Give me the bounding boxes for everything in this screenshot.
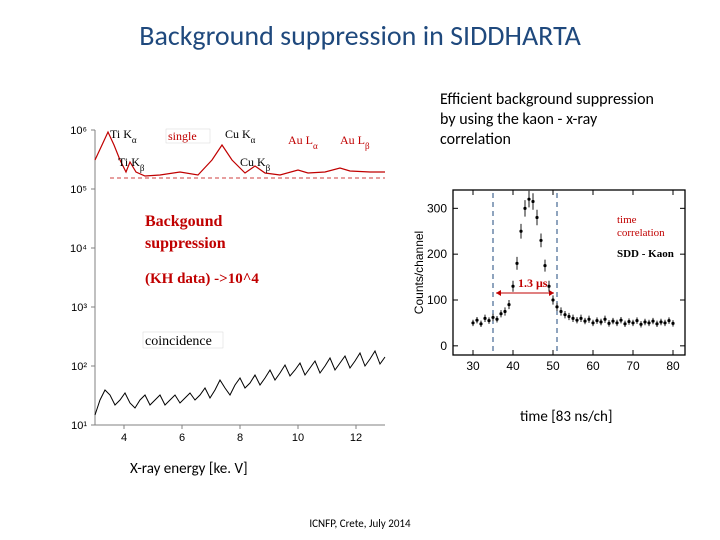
caption: Efficient background suppression by usin… bbox=[440, 90, 660, 150]
svg-text:80: 80 bbox=[666, 359, 680, 373]
svg-text:10²: 10² bbox=[71, 361, 87, 373]
svg-text:70: 70 bbox=[626, 359, 640, 373]
left-chart-svg: 10¹ 10² 10³ 10⁴ 10⁵ 10⁶ 4 6 8 10 12 Ti Kα Ti Kβ singl… bbox=[50, 120, 410, 450]
svg-text:Ti Kβ: Ti Kβ bbox=[118, 155, 145, 173]
svg-text:Cu Kα: Cu Kα bbox=[225, 127, 256, 145]
svg-text:6: 6 bbox=[179, 432, 185, 444]
svg-text:10¹: 10¹ bbox=[71, 420, 87, 432]
svg-text:1.3 μs: 1.3 μs bbox=[518, 276, 548, 290]
footer-text: ICNFP, Crete, July 2014 bbox=[0, 517, 720, 530]
svg-text:10³: 10³ bbox=[71, 302, 87, 314]
svg-text:(KH data) ->10^4: (KH data) ->10^4 bbox=[145, 271, 259, 287]
svg-text:12: 12 bbox=[350, 432, 362, 444]
svg-text:4: 4 bbox=[121, 432, 127, 444]
page-title: Background suppression in SIDDHARTA bbox=[0, 18, 720, 53]
svg-text:time: time bbox=[617, 214, 637, 226]
right-chart-svg: 0 100 200 300 30 40 50 60 70 80 Counts/channel time… bbox=[405, 175, 700, 380]
svg-text:10: 10 bbox=[292, 432, 304, 444]
svg-text:SDD - Kaon: SDD - Kaon bbox=[617, 248, 674, 260]
svg-text:Ti Kα: Ti Kα bbox=[110, 127, 137, 145]
right-time-chart: 0 100 200 300 30 40 50 60 70 80 Counts/channel time… bbox=[405, 175, 700, 380]
svg-text:correlation: correlation bbox=[617, 227, 665, 239]
svg-text:Backgound: Backgound bbox=[145, 213, 222, 230]
svg-text:100: 100 bbox=[427, 293, 447, 307]
svg-text:8: 8 bbox=[237, 432, 243, 444]
svg-text:0: 0 bbox=[440, 339, 447, 353]
svg-text:10⁴: 10⁴ bbox=[70, 243, 87, 255]
svg-text:suppression: suppression bbox=[145, 235, 226, 252]
svg-text:Cu Kβ: Cu Kβ bbox=[240, 155, 271, 173]
svg-text:single: single bbox=[168, 129, 197, 143]
svg-text:30: 30 bbox=[466, 359, 480, 373]
svg-text:10⁶: 10⁶ bbox=[70, 125, 87, 137]
left-xlabel: X-ray energy [ke. V] bbox=[130, 460, 248, 478]
svg-text:40: 40 bbox=[506, 359, 520, 373]
right-xlabel: time [83 ns/ch] bbox=[520, 408, 612, 426]
svg-text:Counts/channel: Counts/channel bbox=[412, 231, 426, 314]
svg-text:Au Lα: Au Lα bbox=[288, 133, 318, 151]
svg-text:Au Lβ: Au Lβ bbox=[340, 133, 370, 151]
left-spectrum-chart: 10¹ 10² 10³ 10⁴ 10⁵ 10⁶ 4 6 8 10 12 Ti Kα Ti Kβ singl… bbox=[50, 120, 410, 450]
svg-text:50: 50 bbox=[546, 359, 560, 373]
svg-text:300: 300 bbox=[427, 201, 447, 215]
svg-text:10⁵: 10⁵ bbox=[70, 184, 87, 196]
svg-text:200: 200 bbox=[427, 247, 447, 261]
svg-text:coincidence: coincidence bbox=[145, 334, 212, 349]
svg-text:60: 60 bbox=[586, 359, 600, 373]
